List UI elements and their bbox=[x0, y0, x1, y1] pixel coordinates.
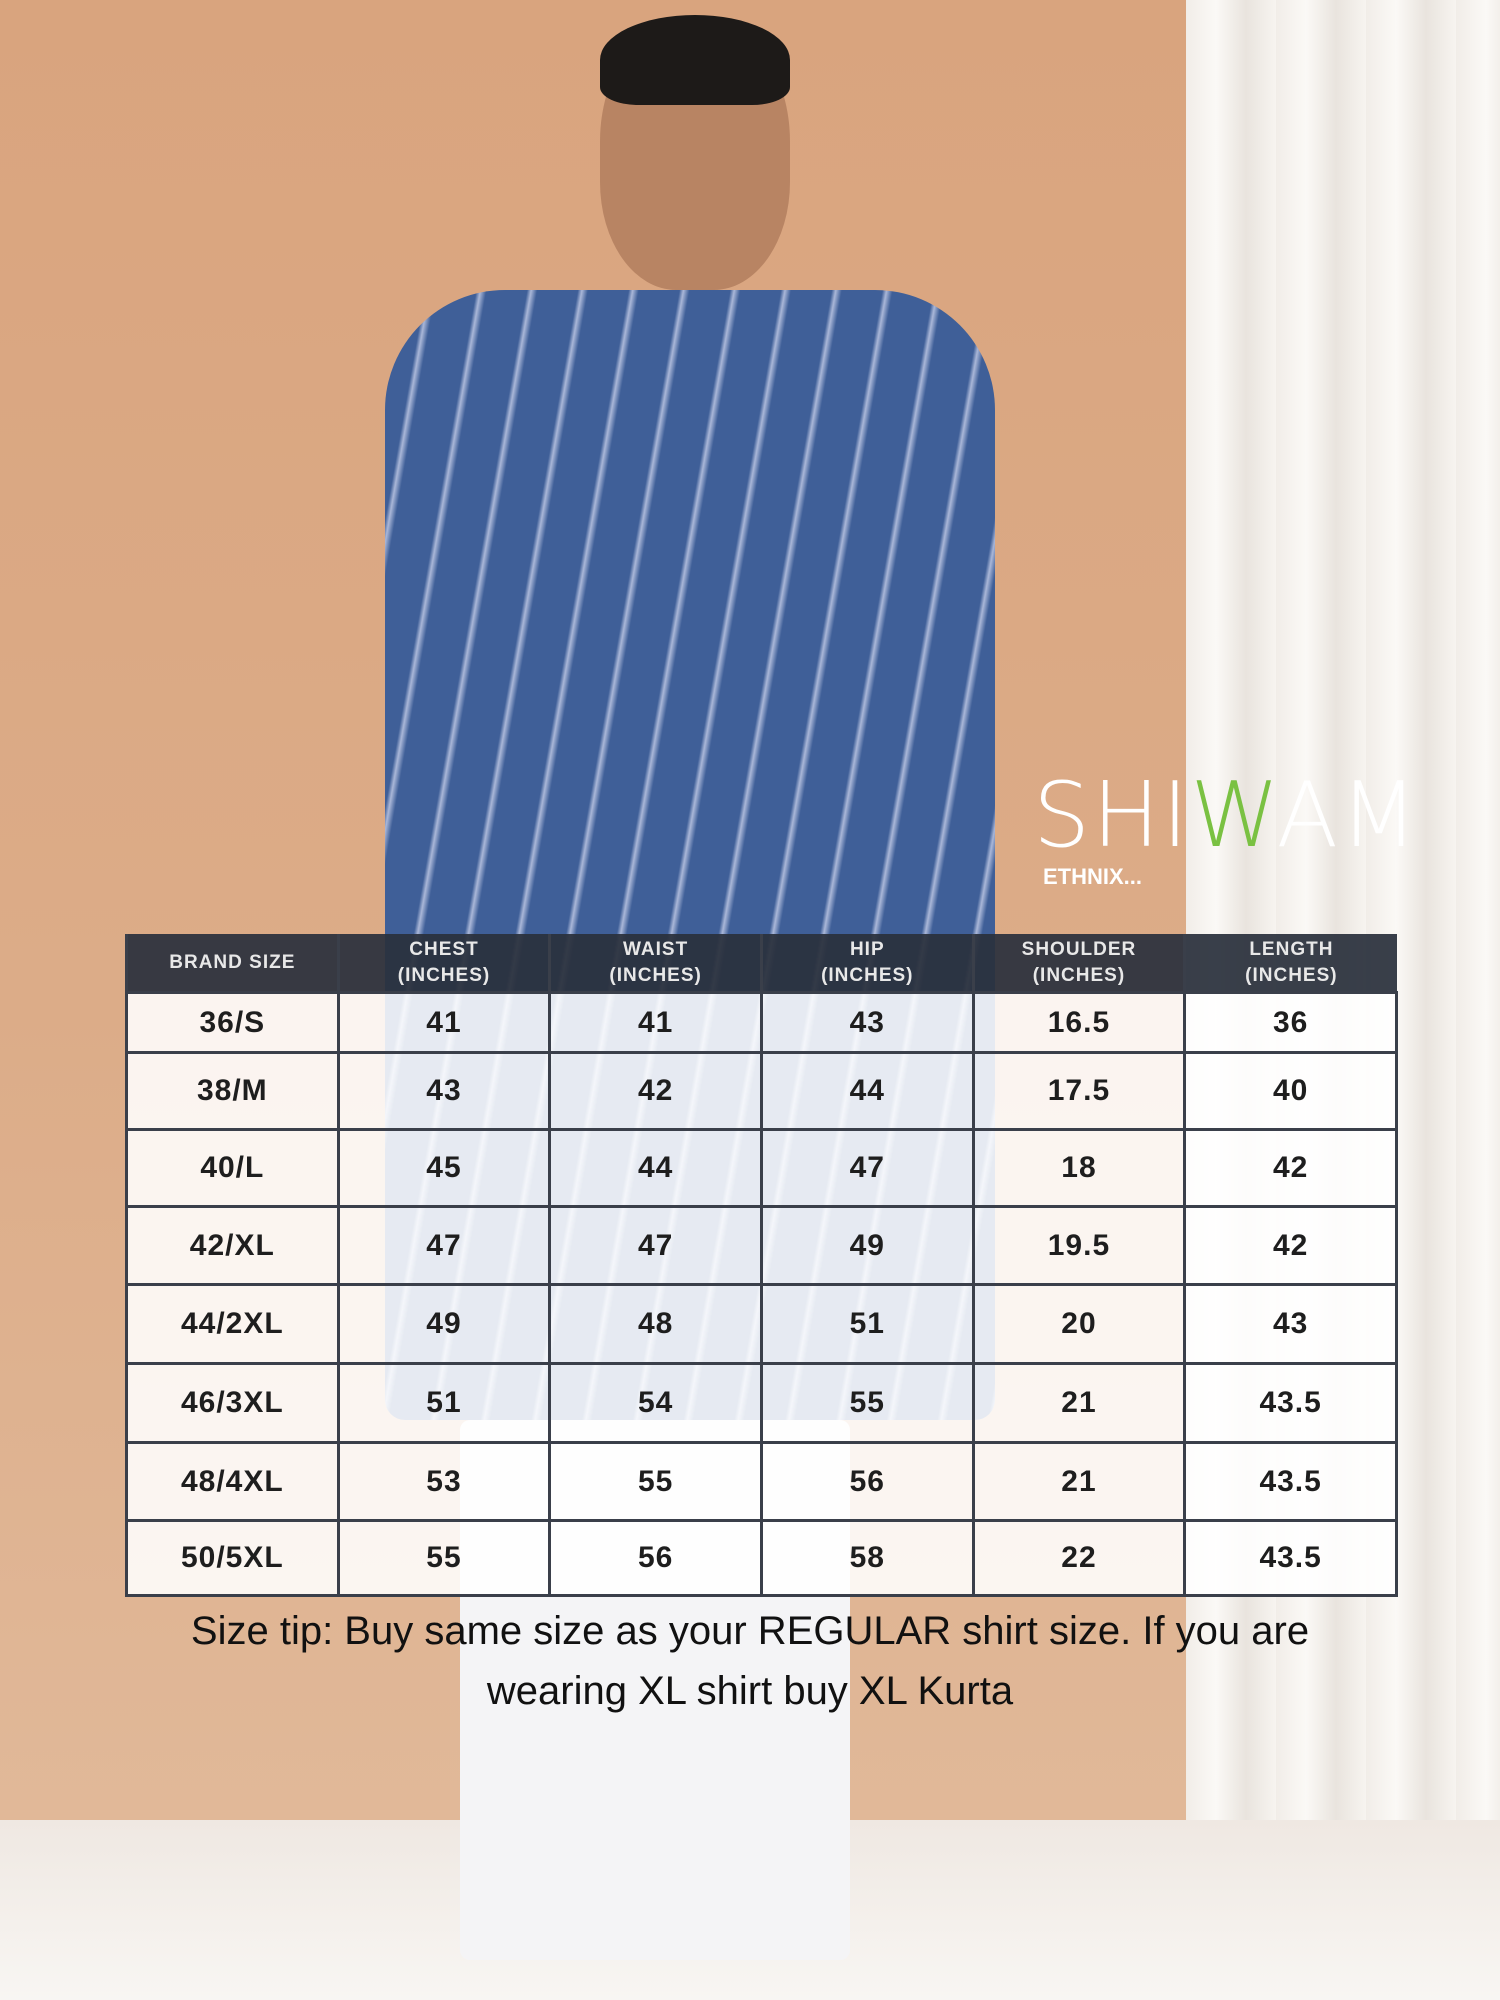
table-row: 38/M 43 42 44 17.5 40 bbox=[125, 1051, 1398, 1131]
measurement-cell: 42 bbox=[1183, 1205, 1398, 1286]
column-header: WAIST (INCHES) bbox=[548, 934, 762, 993]
logo-text-suffix: AM bbox=[1276, 763, 1420, 868]
logo-text-accent: W bbox=[1190, 763, 1277, 868]
measurement-cell: 48 bbox=[548, 1283, 763, 1365]
measurement-cell: 55 bbox=[759, 1362, 975, 1444]
size-tip-line-1: Size tip: Buy same size as your REGULAR … bbox=[190, 1609, 1310, 1653]
measurement-cell: 56 bbox=[548, 1519, 763, 1597]
table-row: 42/XL 47 47 49 19.5 42 bbox=[125, 1205, 1398, 1286]
size-cell: 44/2XL bbox=[125, 1283, 340, 1365]
size-cell: 38/M bbox=[125, 1051, 340, 1131]
measurement-cell: 47 bbox=[548, 1205, 763, 1286]
size-cell: 40/L bbox=[125, 1128, 340, 1208]
table-row: 48/4XL 53 55 56 21 43.5 bbox=[125, 1441, 1398, 1522]
measurement-cell: 41 bbox=[548, 991, 763, 1054]
size-cell: 50/5XL bbox=[125, 1519, 340, 1597]
measurement-cell: 47 bbox=[759, 1128, 975, 1208]
measurement-cell: 22 bbox=[971, 1519, 1187, 1597]
table-row: 50/5XL 55 56 58 22 43.5 bbox=[125, 1519, 1398, 1597]
size-cell: 48/4XL bbox=[125, 1441, 340, 1522]
measurement-cell: 17.5 bbox=[971, 1051, 1187, 1131]
measurement-cell: 40 bbox=[1183, 1051, 1398, 1131]
model-hair bbox=[600, 15, 790, 105]
size-cell: 42/XL bbox=[125, 1205, 340, 1286]
measurement-cell: 44 bbox=[759, 1051, 975, 1131]
size-cell: 46/3XL bbox=[125, 1362, 340, 1444]
measurement-cell: 49 bbox=[759, 1205, 975, 1286]
column-header-text: LENGTH bbox=[1249, 938, 1334, 960]
measurement-cell: 43 bbox=[336, 1051, 552, 1131]
column-header: HIP (INCHES) bbox=[759, 934, 974, 993]
measurement-cell: 45 bbox=[336, 1128, 552, 1208]
table-row: 46/3XL 51 54 55 21 43.5 bbox=[125, 1362, 1398, 1444]
measurement-cell: 51 bbox=[336, 1362, 552, 1444]
measurement-cell: 20 bbox=[971, 1283, 1187, 1365]
brand-logo: SHIWAM ETHNIX... bbox=[1033, 770, 1473, 910]
size-tip-line-2: wearing XL shirt buy XL Kurta bbox=[486, 1669, 1014, 1713]
size-chart-header: BRAND SIZE CHEST (INCHES) WAIST (INCHES) HIP (… bbox=[125, 934, 1397, 993]
brand-logo-word: SHIWAM bbox=[1033, 770, 1473, 862]
column-header-text: HIP bbox=[849, 938, 885, 960]
logo-tagline: ETHNIX... bbox=[1043, 864, 1143, 889]
column-header-text: (INCHES) bbox=[397, 964, 491, 986]
measurement-cell: 41 bbox=[336, 991, 552, 1054]
column-header-text: WAIST bbox=[623, 938, 689, 960]
column-header: SHOULDER (INCHES) bbox=[971, 934, 1185, 993]
measurement-cell: 19.5 bbox=[971, 1205, 1187, 1286]
column-header-text: (INCHES) bbox=[1032, 964, 1126, 986]
measurement-cell: 43 bbox=[1183, 1283, 1398, 1365]
measurement-cell: 43.5 bbox=[1183, 1362, 1398, 1444]
measurement-cell: 58 bbox=[759, 1519, 975, 1597]
measurement-cell: 56 bbox=[759, 1441, 975, 1522]
measurement-cell: 42 bbox=[548, 1051, 763, 1131]
measurement-cell: 21 bbox=[971, 1362, 1187, 1444]
column-header: LENGTH (INCHES) bbox=[1183, 934, 1397, 993]
measurement-cell: 36 bbox=[1183, 991, 1398, 1054]
column-header-text: CHEST bbox=[409, 938, 479, 960]
measurement-cell: 18 bbox=[971, 1128, 1187, 1208]
measurement-cell: 54 bbox=[548, 1362, 763, 1444]
table-row: 36/S 41 41 43 16.5 36 bbox=[125, 991, 1398, 1054]
size-chart-block: BRAND SIZE CHEST (INCHES) WAIST (INCHES) HIP (… bbox=[100, 934, 1400, 1721]
table-row: 44/2XL 49 48 51 20 43 bbox=[125, 1283, 1398, 1365]
size-cell: 36/S bbox=[125, 991, 340, 1054]
column-header-text: (INCHES) bbox=[1245, 964, 1338, 986]
measurement-cell: 55 bbox=[336, 1519, 552, 1597]
measurement-cell: 51 bbox=[759, 1283, 975, 1365]
measurement-cell: 16.5 bbox=[971, 991, 1187, 1054]
column-header-text: (INCHES) bbox=[609, 964, 702, 986]
measurement-cell: 44 bbox=[548, 1128, 763, 1208]
logo-text-prefix: SHI bbox=[1033, 763, 1191, 868]
measurement-cell: 43.5 bbox=[1183, 1441, 1398, 1522]
measurement-cell: 42 bbox=[1183, 1128, 1398, 1208]
measurement-cell: 49 bbox=[336, 1283, 552, 1365]
size-chart-table: BRAND SIZE CHEST (INCHES) WAIST (INCHES) HIP (… bbox=[125, 934, 1398, 1597]
measurement-cell: 47 bbox=[336, 1205, 552, 1286]
column-header: CHEST (INCHES) bbox=[336, 934, 550, 993]
table-row: 40/L 45 44 47 18 42 bbox=[125, 1128, 1398, 1208]
measurement-cell: 43.5 bbox=[1183, 1519, 1398, 1597]
column-header-text: BRAND SIZE bbox=[169, 951, 296, 973]
measurement-cell: 55 bbox=[548, 1441, 763, 1522]
column-header-text: SHOULDER bbox=[1021, 938, 1137, 960]
column-header-text: (INCHES) bbox=[821, 964, 914, 986]
column-header: BRAND SIZE bbox=[125, 934, 339, 993]
measurement-cell: 43 bbox=[759, 991, 975, 1054]
measurement-cell: 53 bbox=[336, 1441, 552, 1522]
measurement-cell: 21 bbox=[971, 1441, 1187, 1522]
size-tip: Size tip: Buy same size as your REGULAR … bbox=[100, 1601, 1400, 1721]
